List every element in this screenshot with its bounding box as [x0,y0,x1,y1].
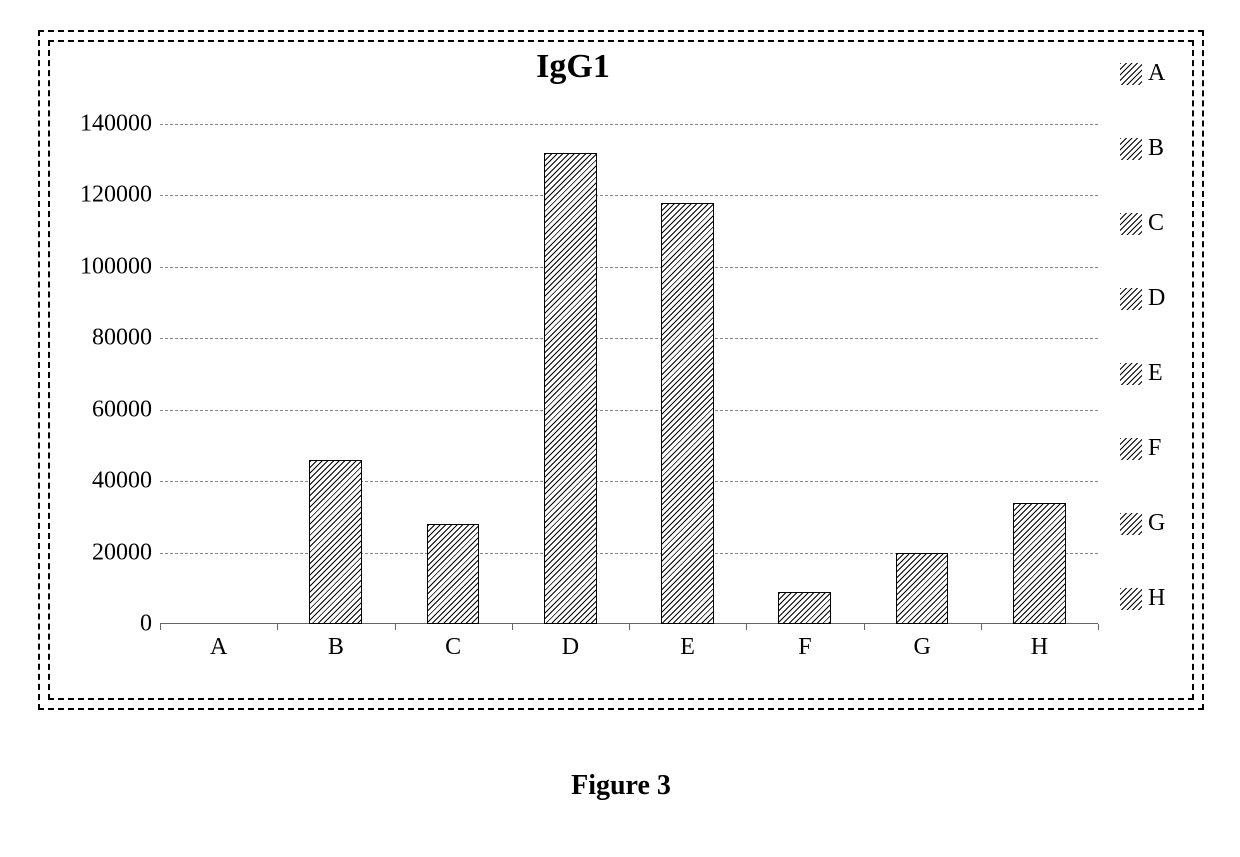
legend-swatch [1120,513,1142,535]
bar-B [309,460,362,624]
x-axis-tick [864,624,865,630]
legend-swatch [1120,213,1142,235]
x-tick-label: B [328,624,344,661]
figure-caption: Figure 3 [38,770,1204,802]
gridline [160,267,1098,268]
x-axis-tick [512,624,513,630]
x-axis-tick [395,624,396,630]
x-axis-tick [746,624,747,630]
gridline [160,195,1098,196]
gridline [160,338,1098,339]
legend-item-C: C [1120,210,1164,237]
y-tick-label: 140000 [80,111,160,138]
legend-item-G: G [1120,510,1165,537]
legend-swatch [1120,63,1142,85]
bar-G [896,553,949,624]
y-tick-label: 0 [140,611,160,638]
legend-item-H: H [1120,585,1165,612]
legend-label: C [1148,210,1164,237]
x-tick-label: A [210,624,227,661]
legend-item-F: F [1120,435,1161,462]
gridline [160,410,1098,411]
x-tick-label: D [562,624,579,661]
bar-F [778,592,831,624]
gridline [160,553,1098,554]
chart-title: IgG1 [48,48,1098,86]
x-axis-tick [277,624,278,630]
x-tick-label: F [798,624,811,661]
gridline [160,481,1098,482]
legend-label: B [1148,135,1164,162]
y-tick-label: 40000 [92,468,160,495]
bar-C [427,524,480,624]
legend-item-D: D [1120,285,1165,312]
legend-label: A [1148,60,1165,87]
legend-label: F [1148,435,1161,462]
bar-H [1013,503,1066,624]
bar-E [661,203,714,624]
x-axis-tick [160,624,161,630]
x-tick-label: H [1031,624,1048,661]
x-axis-tick [629,624,630,630]
x-tick-label: E [680,624,695,661]
x-tick-label: G [913,624,930,661]
y-tick-label: 120000 [80,182,160,209]
legend-swatch [1120,138,1142,160]
legend-label: E [1148,360,1163,387]
legend-swatch [1120,288,1142,310]
y-tick-label: 60000 [92,396,160,423]
legend-label: H [1148,585,1165,612]
y-tick-label: 20000 [92,539,160,566]
plot-area: 020000400006000080000100000120000140000A… [160,124,1098,624]
legend-label: G [1148,510,1165,537]
legend-item-B: B [1120,135,1164,162]
y-tick-label: 100000 [80,253,160,280]
legend-item-E: E [1120,360,1163,387]
legend-item-A: A [1120,60,1165,87]
legend-swatch [1120,588,1142,610]
x-axis-tick [1098,624,1099,630]
x-tick-label: C [445,624,461,661]
legend-swatch [1120,363,1142,385]
legend-label: D [1148,285,1165,312]
legend-swatch [1120,438,1142,460]
gridline [160,124,1098,125]
x-axis-tick [981,624,982,630]
bar-D [544,153,597,624]
y-tick-label: 80000 [92,325,160,352]
